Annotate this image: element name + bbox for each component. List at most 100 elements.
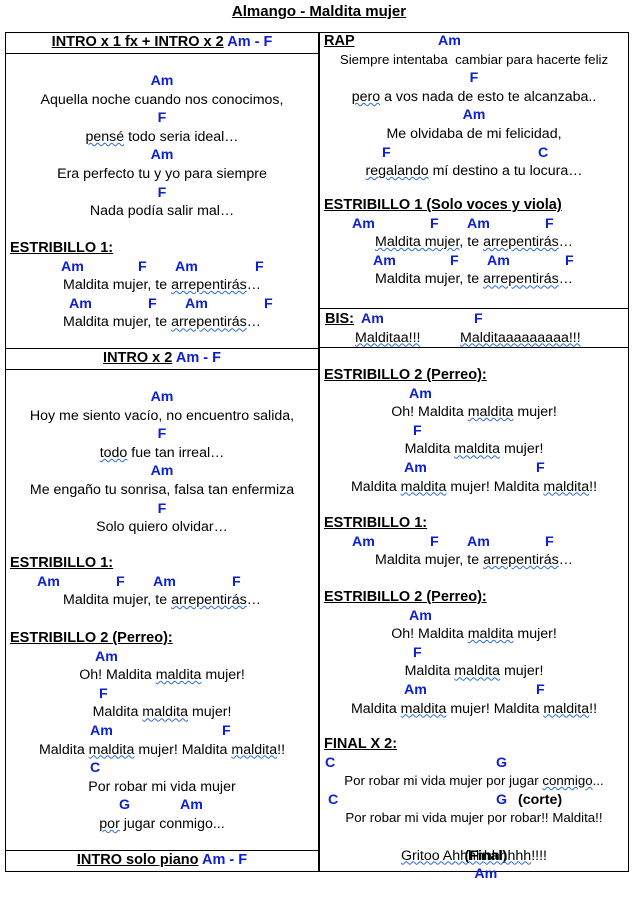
intro-piano-header: INTRO solo piano Am - F bbox=[5, 850, 319, 872]
chord: Am bbox=[409, 385, 432, 402]
chord: F bbox=[450, 252, 459, 269]
chord: Am bbox=[409, 607, 432, 624]
chord: F bbox=[413, 422, 422, 439]
chord: F bbox=[469, 70, 479, 87]
lyric-line: Oh! Maldita maldita mujer! bbox=[391, 404, 557, 421]
chord: Am bbox=[69, 295, 92, 312]
final-note: (Final) bbox=[464, 847, 508, 864]
lyric-line: Gritoo Ahhhhhhhhhh!!!! bbox=[401, 847, 547, 864]
lyric-line: Me engaño tu sonrisa, falsa tan enfermiz… bbox=[29, 481, 295, 498]
section-label: ESTRIBILLO 1: bbox=[10, 555, 114, 571]
lyric-line: Malditaa!!! bbox=[355, 329, 421, 346]
chord: F bbox=[430, 215, 439, 232]
intro-chords: Am - F bbox=[175, 350, 221, 366]
lyric-line: Solo quiero olvidar… bbox=[96, 519, 228, 536]
lyric-line: Hoy me siento vacío, no encuentro salida… bbox=[29, 407, 295, 424]
chord: F bbox=[222, 722, 231, 739]
lyric-line: Siempre intentaba cambiar para hacerte f… bbox=[339, 51, 609, 67]
lyric-line: Maldita mujer, te arrepentirás… bbox=[375, 552, 573, 569]
chorus-1-voice-section: ESTRIBILLO 1 (Solo voces y viola) Am F A… bbox=[319, 196, 629, 289]
section-label: ESTRIBILLO 2 (Perreo): bbox=[324, 367, 487, 383]
final-section: FINAL X 2: C G Por robar mi vida mujer p… bbox=[319, 735, 629, 882]
rap-section: RAP Am Siempre intentaba cambiar para ha… bbox=[319, 32, 629, 181]
chord: Am bbox=[352, 215, 375, 232]
chord: F bbox=[382, 144, 391, 161]
chord: Am bbox=[150, 389, 174, 405]
chord: Am bbox=[153, 573, 176, 590]
section-label: ESTRIBILLO 1 (Solo voces y viola) bbox=[324, 197, 562, 213]
chord: Am bbox=[352, 533, 375, 550]
chord: F bbox=[255, 258, 264, 275]
chord: Am bbox=[474, 866, 498, 883]
lyric-line: pero a vos nada de esto te alcanzaba.. bbox=[351, 88, 597, 105]
chorus-2c-section: ESTRIBILLO 2 (Perreo): Am Oh! Maldita ma… bbox=[319, 588, 629, 718]
chord: F bbox=[413, 644, 422, 661]
chord: F bbox=[157, 110, 167, 127]
cut-note: (corte) bbox=[518, 791, 563, 808]
lyric-line: Oh! Maldita maldita mujer! bbox=[391, 626, 557, 643]
chord: F bbox=[99, 685, 108, 702]
verse-2: Am Hoy me siento vacío, no encuentro sal… bbox=[5, 388, 319, 537]
chorus-2-section: ESTRIBILLO 2 (Perreo): Am Oh! Maldita ma… bbox=[5, 629, 319, 834]
chord: F bbox=[536, 681, 545, 698]
chord: Am bbox=[487, 252, 510, 269]
chord: F bbox=[545, 215, 554, 232]
chord: Am bbox=[361, 311, 384, 327]
chord: F bbox=[474, 311, 483, 327]
lyric-line: Maldita maldita mujer! bbox=[404, 441, 544, 458]
section-label: RAP bbox=[324, 33, 355, 49]
chord: G bbox=[496, 791, 508, 808]
chord: F bbox=[565, 252, 574, 269]
lyric-line: Por robar mi vida mujer por jugar conmig… bbox=[344, 773, 604, 789]
lyric-line: Nada podía salir mal… bbox=[89, 203, 235, 220]
lyric-line: Me olvidaba de mi felicidad, bbox=[386, 125, 562, 142]
chord: G bbox=[119, 797, 131, 814]
lyric-line: Aquella noche cuando nos conocimos, bbox=[40, 91, 284, 108]
chord: F bbox=[157, 500, 167, 517]
right-column: RAP Am Siempre intentaba cambiar para ha… bbox=[319, 32, 629, 882]
chord: F bbox=[116, 573, 125, 590]
chord: C bbox=[538, 144, 549, 161]
chord: Am bbox=[37, 573, 60, 590]
intro-chords: Am - F bbox=[202, 852, 248, 868]
chord: F bbox=[430, 533, 439, 550]
left-column: INTRO x 1 fx + INTRO x 2 Am - F Am Aquel… bbox=[5, 32, 319, 872]
chord: Am bbox=[438, 33, 461, 49]
bis-box: BIS: Am F Malditaa!!! Malditaaaaaaaaa!!! bbox=[319, 308, 629, 348]
lyric-line: todo fue tan irreal… bbox=[99, 444, 225, 461]
chord: G bbox=[496, 754, 508, 771]
lyric-line: Maldita maldita mujer! Maldita maldita!! bbox=[350, 700, 598, 717]
chord: Am bbox=[467, 533, 490, 550]
lyric-line: Maldita maldita mujer! Maldita maldita!! bbox=[350, 478, 598, 495]
lyric-line: por jugar conmigo... bbox=[99, 815, 225, 832]
chord: Am bbox=[180, 797, 203, 814]
lyric-line: Maldita mujer, te arrepentirás… bbox=[375, 271, 573, 288]
chord: Am bbox=[404, 681, 427, 698]
section-label: ESTRIBILLO 1: bbox=[324, 515, 428, 531]
section-label: ESTRIBILLO 2 (Perreo): bbox=[324, 589, 487, 605]
lyric-line: Maldita mujer, te arrepentirás… bbox=[63, 277, 261, 294]
chord: C bbox=[90, 760, 101, 777]
lyric-line: Oh! Maldita maldita mujer! bbox=[79, 667, 245, 684]
chord: F bbox=[232, 573, 241, 590]
intro-2-header: INTRO x 2 Am - F bbox=[5, 348, 319, 370]
chord: Am bbox=[462, 107, 486, 124]
lyric-line: Por robar mi vida mujer bbox=[88, 778, 236, 795]
right-frame bbox=[319, 32, 629, 872]
lyric-line: regalando mí destino a tu locura… bbox=[365, 163, 583, 180]
chord: Am bbox=[175, 258, 198, 275]
lyric-line: Maldita maldita mujer! Maldita maldita!! bbox=[38, 741, 286, 758]
lyric-line: Maldita maldita mujer! bbox=[92, 704, 232, 721]
chord: F bbox=[545, 533, 554, 550]
chord: F bbox=[157, 426, 167, 443]
lyric-line: pensé todo seria ideal… bbox=[85, 128, 239, 145]
chord: F bbox=[157, 184, 167, 201]
intro-chords: Am - F bbox=[227, 34, 273, 50]
chord: F bbox=[536, 459, 545, 476]
chorus-1b-section: ESTRIBILLO 1: Am F Am F Maldita mujer, t… bbox=[5, 554, 319, 610]
lyric-line: Maldita mujer, te arrepentirás… bbox=[375, 234, 573, 251]
chord: Am bbox=[150, 463, 174, 480]
section-label: ESTRIBILLO 1: bbox=[10, 240, 114, 256]
song-title: Almango - Maldita mujer bbox=[231, 3, 407, 20]
lyric-line: Era perfecto tu y yo para siempre bbox=[57, 165, 267, 182]
